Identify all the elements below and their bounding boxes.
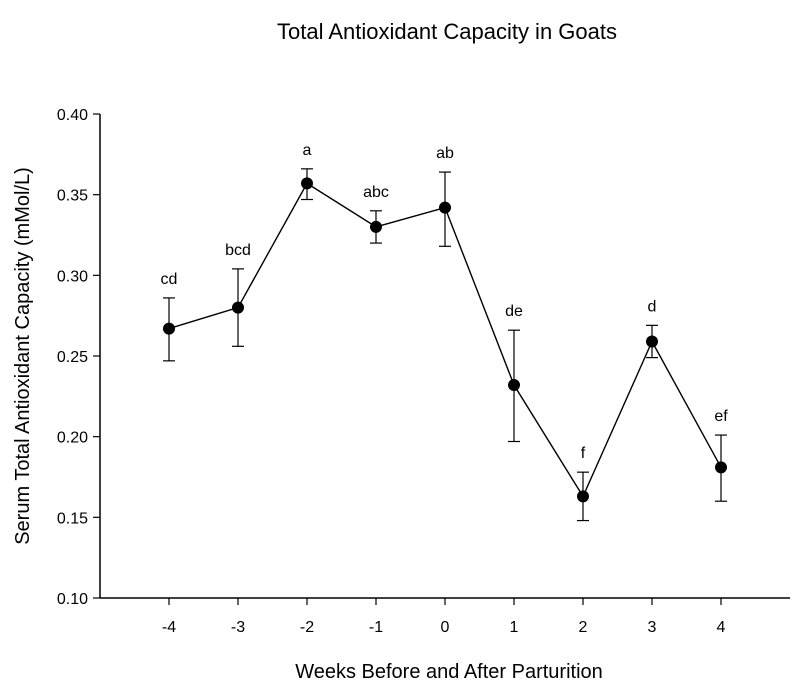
data-point bbox=[577, 490, 589, 503]
data-point bbox=[232, 301, 244, 314]
x-tick-label: 4 bbox=[717, 619, 726, 636]
y-tick-label: 0.35 bbox=[57, 188, 88, 205]
significance-label: d bbox=[648, 298, 657, 315]
x-tick-label: -2 bbox=[300, 619, 314, 636]
x-tick-label: 1 bbox=[510, 619, 519, 636]
x-tick-label: -1 bbox=[369, 619, 383, 636]
data-point bbox=[301, 177, 313, 190]
significance-label: ef bbox=[714, 408, 728, 425]
x-tick-label: 2 bbox=[579, 619, 588, 636]
data-point bbox=[439, 201, 451, 214]
data-point bbox=[508, 379, 520, 392]
significance-label: abc bbox=[363, 184, 389, 201]
y-tick-label: 0.15 bbox=[57, 510, 88, 527]
data-point bbox=[715, 461, 727, 474]
x-tick-label: -3 bbox=[231, 619, 245, 636]
x-tick-label: 0 bbox=[441, 619, 450, 636]
y-tick-label: 0.40 bbox=[57, 107, 88, 124]
x-axis-label: Weeks Before and After Parturition bbox=[295, 661, 603, 682]
y-tick-label: 0.20 bbox=[57, 430, 88, 447]
y-tick-label: 0.10 bbox=[57, 591, 88, 608]
significance-label: f bbox=[581, 445, 586, 462]
y-axis-label: Serum Total Antioxidant Capacity (mMol/L… bbox=[12, 167, 34, 545]
significance-label: a bbox=[303, 142, 312, 159]
data-point bbox=[646, 335, 658, 348]
x-tick-label: -4 bbox=[162, 619, 176, 636]
significance-label: de bbox=[505, 303, 523, 320]
y-tick-label: 0.25 bbox=[57, 349, 88, 366]
significance-label: cd bbox=[161, 271, 178, 288]
data-point bbox=[370, 220, 382, 233]
y-tick-label: 0.30 bbox=[57, 268, 88, 285]
x-tick-label: 3 bbox=[648, 619, 657, 636]
significance-label: ab bbox=[436, 145, 454, 162]
plot-area: 0.10 0.15 0.20 0.25 0.30 0.35 0.40 -4 -3 -2 -1 0 1 2 3… bbox=[57, 107, 790, 636]
chart-title: Total Antioxidant Capacity in Goats bbox=[277, 19, 617, 44]
data-point bbox=[163, 322, 175, 335]
significance-label: bcd bbox=[225, 242, 251, 259]
